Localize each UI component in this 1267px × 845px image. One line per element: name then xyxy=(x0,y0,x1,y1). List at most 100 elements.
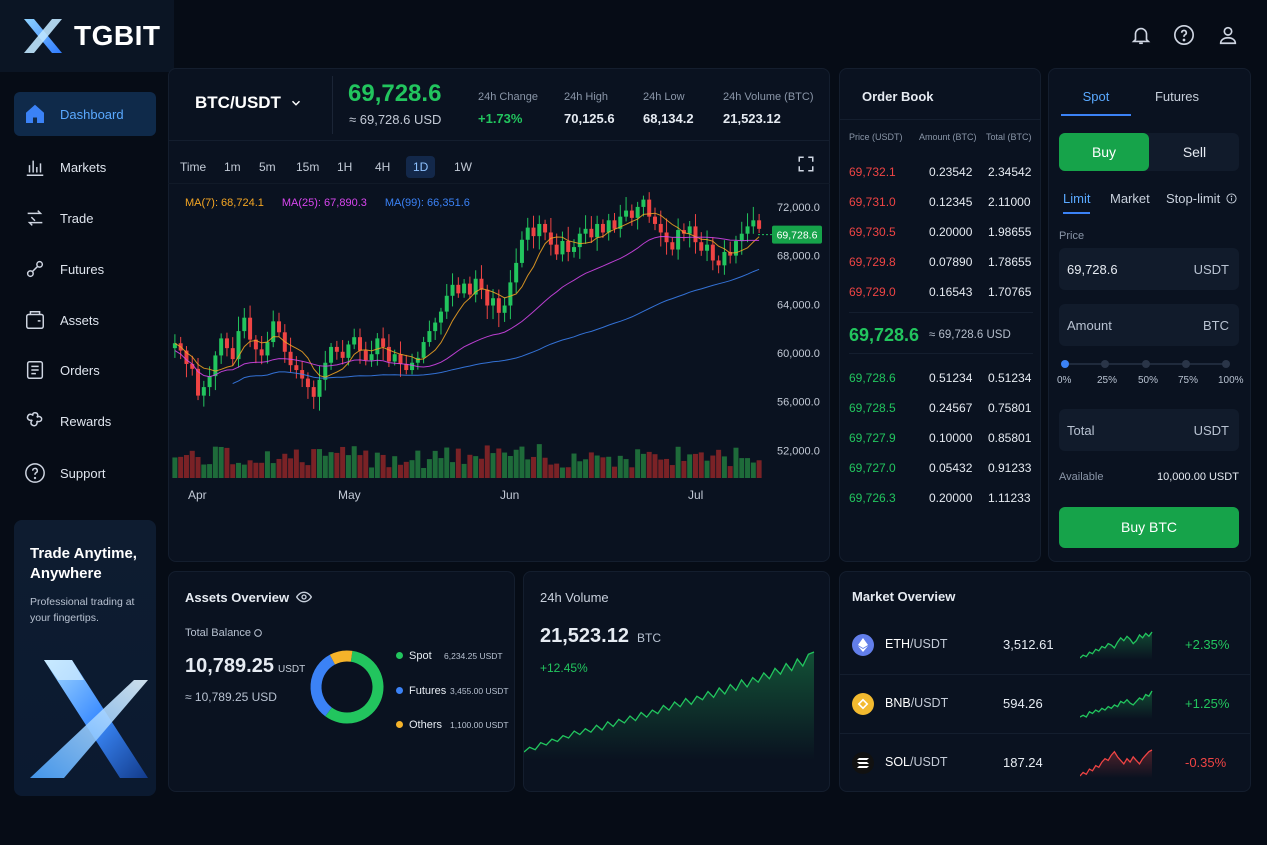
sidebar-item-assets[interactable]: Assets xyxy=(14,298,156,342)
slider-tick-label: 50% xyxy=(1138,375,1159,386)
indicator-ma7: MA(7): 68,724.1 xyxy=(185,197,264,209)
timeframe-15m[interactable]: 15m xyxy=(296,160,320,174)
volume-bar xyxy=(345,455,351,478)
volume-area-fill xyxy=(524,652,814,760)
timeframe-1d[interactable]: 1D xyxy=(406,156,436,178)
market-row-sol[interactable]: SOL/USDT 187.24 -0.35% xyxy=(840,734,1250,792)
sidebar-item-label: Support xyxy=(60,465,106,481)
order-book-row[interactable]: 69,731.0 0.12345 2.11000 xyxy=(849,187,1039,217)
timeframe-1h[interactable]: 1H xyxy=(337,160,353,174)
slider-stop[interactable] xyxy=(1101,360,1109,368)
sell-tab-button[interactable]: Sell xyxy=(1182,144,1207,160)
order-type-limit[interactable]: Limit xyxy=(1063,191,1091,214)
ob-total: 1.98655 xyxy=(988,225,1032,239)
volume-bar xyxy=(646,451,652,478)
sidebar-item-dashboard[interactable]: Dashboard xyxy=(14,92,156,136)
candle xyxy=(248,305,253,348)
timeframe-4h[interactable]: 4H xyxy=(375,160,391,174)
market-change: -0.35% xyxy=(1185,755,1227,770)
sidebar-item-orders[interactable]: Orders xyxy=(14,348,156,392)
amount-input[interactable]: Amount BTC xyxy=(1059,304,1239,346)
tab-spot[interactable]: Spot xyxy=(1061,86,1131,116)
fullscreen-icon[interactable] xyxy=(797,155,815,173)
volume-card-value-row: 21,523.12 BTC xyxy=(540,625,661,648)
candle xyxy=(386,334,391,368)
order-book-row[interactable]: 69,730.5 0.20000 1.98655 xyxy=(849,217,1039,247)
buy-btc-button[interactable]: Buy BTC xyxy=(1059,507,1239,548)
help-circle-icon[interactable] xyxy=(1173,24,1195,46)
slider-stop[interactable] xyxy=(1061,360,1069,368)
order-book-row[interactable]: 69,727.0 0.05432 0.91233 xyxy=(849,453,1039,483)
volume-bar xyxy=(461,463,467,478)
candle xyxy=(456,277,461,298)
candlestick-chart[interactable]: 72,000.0 68,000.0 64,000.0 60,000.0 56,000.0… xyxy=(168,185,830,515)
timeframe-1m[interactable]: 1m xyxy=(224,160,241,174)
order-book-row[interactable]: 69,729.8 0.07890 1.78655 xyxy=(849,247,1039,277)
candle xyxy=(699,232,704,256)
trade-arrows-icon xyxy=(27,210,43,226)
order-type-market[interactable]: Market xyxy=(1110,191,1150,206)
bell-icon[interactable] xyxy=(1130,24,1152,46)
info-icon[interactable] xyxy=(1226,193,1237,204)
slider-stop[interactable] xyxy=(1142,360,1150,368)
x-tick-label: Jul xyxy=(688,488,703,502)
sidebar-item-markets[interactable]: Markets xyxy=(14,145,156,189)
tab-futures[interactable]: Futures xyxy=(1154,89,1200,104)
order-book-row[interactable]: 69,728.5 0.24567 0.75801 xyxy=(849,393,1039,423)
slider-stop[interactable] xyxy=(1222,360,1230,368)
divider xyxy=(839,119,1041,120)
user-icon[interactable] xyxy=(1217,24,1239,46)
volume-bar xyxy=(675,446,681,478)
volume-bar xyxy=(282,453,288,478)
eye-icon[interactable] xyxy=(296,589,313,605)
last-price: 69,728.6 xyxy=(348,80,442,107)
candle xyxy=(438,307,443,335)
x-logo-icon xyxy=(24,19,62,53)
price-unit: USDT xyxy=(1193,261,1229,277)
order-book-row[interactable]: 69,729.0 0.16543 1.70765 xyxy=(849,277,1039,307)
volume-bar xyxy=(484,445,490,478)
volume-bar xyxy=(692,453,698,478)
volume-bar xyxy=(623,459,629,478)
order-book-row[interactable]: 69,726.3 0.20000 1.11233 xyxy=(849,483,1039,513)
total-input[interactable]: Total USDT xyxy=(1059,409,1239,451)
total-placeholder: Total xyxy=(1067,422,1095,438)
allocation-donut[interactable] xyxy=(308,645,386,729)
bar-chart-icon xyxy=(26,160,44,176)
slider-stop[interactable] xyxy=(1182,360,1190,368)
donut-slice-futures[interactable] xyxy=(310,654,336,717)
brand-logo[interactable]: TGBIT xyxy=(0,0,174,72)
sidebar-item-trade[interactable]: Trade xyxy=(14,196,156,240)
timeframe-1w[interactable]: 1W xyxy=(454,160,472,174)
pair-selector[interactable]: BTC/USDT xyxy=(195,93,303,113)
sidebar-item-futures[interactable]: Futures xyxy=(14,247,156,291)
x-tick-label: Jun xyxy=(500,488,519,502)
volume-bar xyxy=(351,446,357,478)
sidebar-item-support[interactable]: Support xyxy=(14,451,156,495)
balance-unit: USDT xyxy=(277,664,306,675)
volume-bar xyxy=(496,448,502,478)
bnb-icon xyxy=(852,693,874,715)
timeframe-time[interactable]: Time xyxy=(180,160,207,174)
candle xyxy=(357,328,362,364)
order-book-row[interactable]: 69,732.1 0.23542 2.34542 xyxy=(849,157,1039,187)
market-row-bnb[interactable]: BNB/USDT 594.26 +1.25% xyxy=(840,675,1250,734)
volume-bar xyxy=(531,456,537,478)
buy-tab-button[interactable]: Buy xyxy=(1059,133,1149,171)
price-input[interactable]: 69,728.6 USDT xyxy=(1059,248,1239,290)
last-price-usd: ≈ 69,728.6 USD xyxy=(349,112,442,127)
timeframe-5m[interactable]: 5m xyxy=(259,160,276,174)
ob-price: 69,729.8 xyxy=(849,255,896,269)
order-type-stop-limit[interactable]: Stop-limit xyxy=(1166,191,1237,206)
market-row-eth[interactable]: ETH/USDT 3,512.61 +2.35% xyxy=(840,616,1250,675)
order-book-row[interactable]: 69,728.6 0.51234 0.51234 xyxy=(849,363,1039,393)
donut-slice-spot[interactable] xyxy=(325,650,384,724)
sidebar-item-rewards[interactable]: Rewards xyxy=(14,399,156,443)
y-tick-label: 68,000.0 xyxy=(777,251,820,263)
volume-card-value: 21,523.12 xyxy=(540,625,629,647)
order-book-row[interactable]: 69,727.9 0.10000 0.85801 xyxy=(849,423,1039,453)
volume-bar xyxy=(745,458,751,478)
promo-card[interactable]: Trade Anytime, Anywhere Professional tra… xyxy=(14,520,156,796)
balance-row: 10,789.25 USDT xyxy=(185,655,305,678)
donut-slice-others[interactable] xyxy=(329,650,353,665)
